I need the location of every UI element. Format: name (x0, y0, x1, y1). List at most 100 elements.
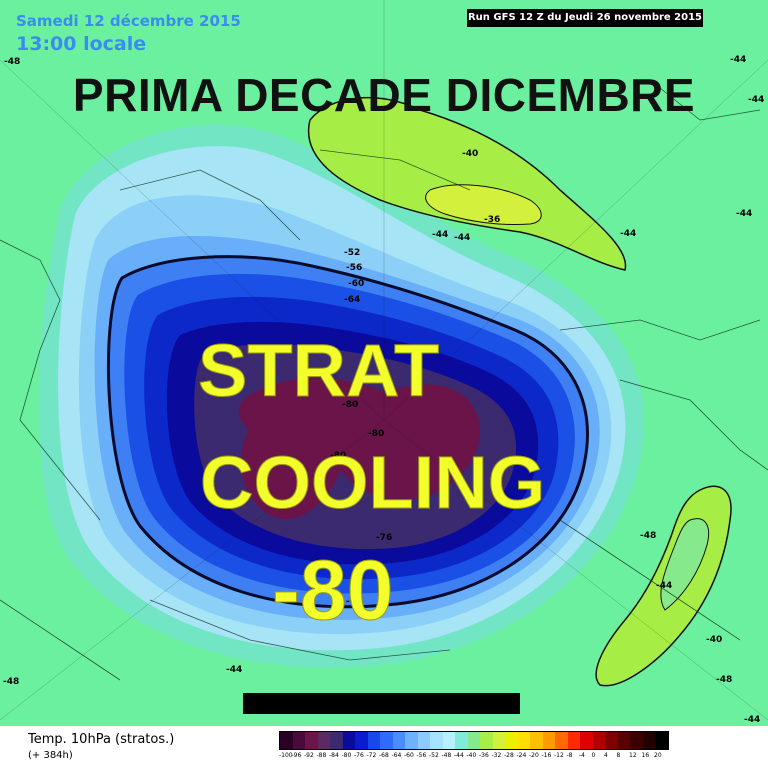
color-scale-tick: 20 (654, 752, 662, 759)
color-scale-tick: 4 (604, 752, 608, 759)
color-scale-swatch (567, 732, 580, 749)
color-scale-tick: -48 (441, 752, 452, 759)
color-scale-tick: 0 (591, 752, 596, 759)
color-scale-tick: -76 (354, 752, 364, 759)
run-info: Run GFS 12 Z du Jeudi 26 novembre 2015 (467, 9, 703, 27)
color-scale-swatch (455, 732, 468, 749)
contour-label: -76 (376, 533, 392, 543)
color-scale-tick: -40 (466, 752, 477, 759)
color-scale-tick: -8 (566, 752, 573, 759)
color-scale-swatch (430, 732, 443, 749)
color-scale-swatch (617, 732, 630, 749)
warm-band-right-inner (660, 518, 710, 611)
graticule-lines (0, 0, 768, 721)
contour-label: -44 (226, 665, 242, 675)
color-scale-tick: -80 (341, 752, 352, 759)
contour-label: -80 (330, 451, 346, 461)
contour-label: -44 (744, 715, 760, 725)
contour-label: -40 (462, 149, 478, 159)
overlay-title: PRIMA DECADE DICEMBRE (72, 69, 696, 121)
contour-label: -44 (730, 55, 746, 65)
field-label: Temp. 10hPa (stratos.) (28, 732, 175, 747)
color-scale-ticks: -100 -96 -92 -88 -84 -80 -76 -72 -68 -64 -60 -56 -52… (279, 752, 667, 759)
color-scale-swatch (480, 732, 493, 749)
color-scale-swatch (392, 732, 405, 749)
color-scale-swatch (330, 732, 343, 749)
color-scale-tick: -36 (479, 752, 489, 759)
color-scale-swatch (530, 732, 543, 749)
color-scale-swatch (317, 732, 330, 749)
color-scale-tick: -60 (404, 752, 414, 759)
lead-time: (+ 384h) (28, 750, 73, 761)
contour-label: -52 (344, 248, 360, 258)
color-scale-tick: -12 (554, 752, 564, 759)
color-scale-tick: -72 (366, 752, 377, 759)
contour-label: -80 (342, 400, 358, 410)
warm-band-upper-inner (425, 184, 542, 225)
overlay-line-value: -80 (271, 543, 394, 638)
local-time: 13:00 locale (16, 33, 147, 55)
color-scale-swatch (555, 732, 568, 749)
color-scale-tick: 16 (641, 752, 650, 759)
valid-date: Samedi 12 décembre 2015 (16, 12, 241, 30)
temperature-map: -44 -40 -36 -44 -44 -44 -44 -48 -52 -56 … (0, 0, 768, 726)
color-scale-swatch (605, 732, 618, 749)
color-scale-swatch (467, 732, 480, 749)
color-scale-tick: -20 (529, 752, 539, 759)
contour-label: -80 (368, 429, 384, 439)
contour-label: -64 (344, 295, 360, 305)
color-scale-swatch (292, 732, 305, 749)
coastline-lines (0, 79, 768, 681)
color-scale-tick: -24 (516, 752, 527, 759)
contour-label: -56 (346, 263, 362, 273)
contour-label: -44 (620, 229, 636, 239)
contour-label: -6 (346, 597, 356, 607)
contour-label: -44 (748, 95, 764, 105)
color-scale-tick: -100 (279, 752, 293, 759)
contour-label: -48 (640, 531, 656, 541)
color-scale-tick: -28 (504, 752, 514, 759)
color-scale-swatch (492, 732, 505, 749)
color-scale-swatch (367, 732, 380, 749)
contour-label: -44 (432, 230, 448, 240)
contour-label: -44 (736, 209, 752, 219)
warm-band-upper (307, 96, 627, 271)
color-scale-swatch (580, 732, 593, 749)
color-scale-swatch (305, 732, 318, 749)
color-scale-tick: 8 (616, 752, 621, 759)
color-scale-tick: -16 (541, 752, 552, 759)
contour-line-60 (106, 255, 589, 609)
color-scale-tick: -84 (329, 752, 339, 759)
contour-label: -36 (484, 215, 500, 225)
color-scale-swatch (642, 732, 655, 749)
color-scale (279, 731, 669, 750)
redaction-bar (243, 693, 520, 714)
contour-label: -48 (3, 677, 19, 687)
color-scale-tick: -44 (454, 752, 464, 759)
contour-label: -40 (706, 635, 722, 645)
contour-label: -44 (454, 233, 470, 243)
color-scale-tick: 12 (629, 752, 637, 759)
color-scale-tick: -32 (491, 752, 502, 759)
contour-label: -44 (656, 581, 672, 591)
color-scale-tick: -68 (379, 752, 389, 759)
color-scale-swatch (380, 732, 393, 749)
vortex-core (238, 377, 480, 519)
color-scale-swatch (517, 732, 530, 749)
color-scale-swatch (630, 732, 643, 749)
overlay-line-strat: STRAT (197, 329, 440, 413)
color-scale-swatch (405, 732, 418, 749)
color-scale-swatch (355, 732, 368, 749)
overlay-line-cooling: COOLING (199, 441, 546, 525)
color-scale-swatch (417, 732, 430, 749)
color-scale-swatch (542, 732, 555, 749)
color-scale-tick: -4 (579, 752, 585, 759)
color-scale-swatch (442, 732, 455, 749)
color-scale-tick: -96 (291, 752, 302, 759)
contour-label: -48 (716, 675, 732, 685)
color-scale-swatch (342, 732, 355, 749)
color-scale-tick: -52 (429, 752, 439, 759)
color-scale-tick: -64 (391, 752, 402, 759)
color-scale-tick: -92 (304, 752, 314, 759)
color-scale-swatch (655, 732, 668, 749)
